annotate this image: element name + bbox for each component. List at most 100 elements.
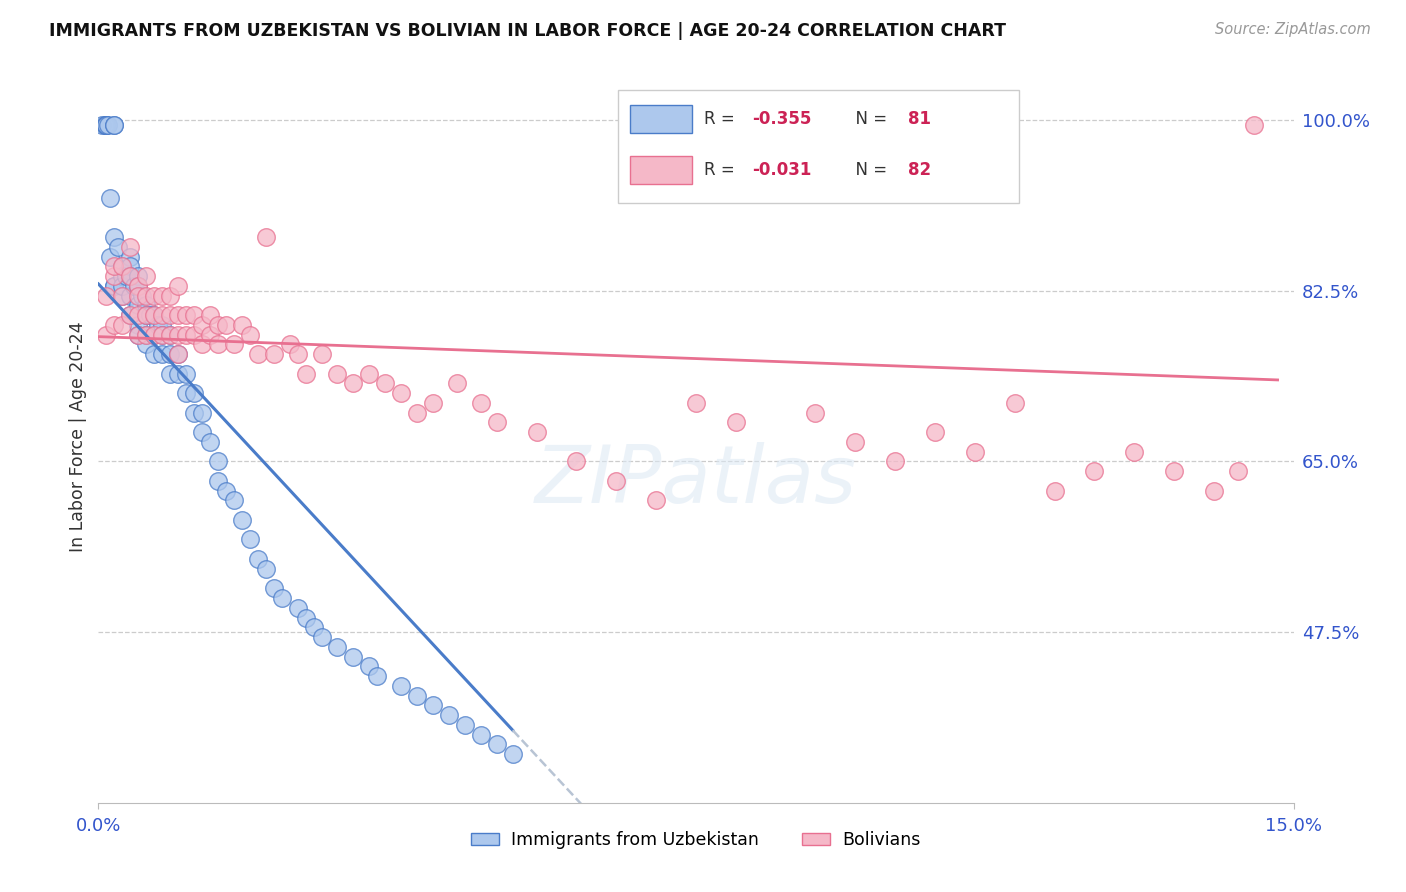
- Text: R =: R =: [704, 161, 741, 179]
- Point: [127, 318, 149, 332]
- Point: [135, 308, 157, 322]
- Point: [111, 288, 134, 302]
- Point: [685, 396, 707, 410]
- Point: [270, 591, 292, 605]
- Point: [143, 308, 166, 322]
- Point: [1226, 464, 1249, 478]
- Point: [246, 552, 269, 566]
- Point: [884, 454, 907, 468]
- Point: [103, 230, 125, 244]
- Point: [302, 620, 325, 634]
- Point: [174, 308, 197, 322]
- Point: [135, 337, 157, 351]
- Point: [103, 279, 125, 293]
- Point: [526, 425, 548, 440]
- Y-axis label: In Labor Force | Age 20-24: In Labor Force | Age 20-24: [69, 322, 87, 552]
- Text: Source: ZipAtlas.com: Source: ZipAtlas.com: [1215, 22, 1371, 37]
- Point: [207, 337, 229, 351]
- Point: [374, 376, 396, 391]
- Point: [111, 269, 134, 284]
- Point: [120, 250, 142, 264]
- Point: [111, 260, 134, 274]
- Point: [198, 434, 221, 449]
- Point: [150, 308, 173, 322]
- Point: [143, 327, 166, 342]
- Point: [485, 416, 508, 430]
- Point: [724, 416, 747, 430]
- Point: [174, 327, 197, 342]
- Point: [127, 279, 149, 293]
- Point: [120, 269, 142, 284]
- Point: [359, 659, 381, 673]
- Point: [287, 600, 309, 615]
- Point: [150, 288, 173, 302]
- Point: [120, 240, 142, 254]
- Point: [120, 269, 142, 284]
- Point: [278, 337, 301, 351]
- Point: [254, 230, 277, 244]
- Point: [215, 318, 238, 332]
- Point: [96, 288, 118, 302]
- Point: [311, 347, 333, 361]
- Point: [159, 367, 181, 381]
- Point: [1243, 118, 1265, 132]
- Point: [446, 376, 468, 391]
- Point: [174, 386, 197, 401]
- Point: [167, 308, 190, 322]
- FancyBboxPatch shape: [630, 105, 692, 133]
- Point: [924, 425, 946, 440]
- Point: [207, 474, 229, 488]
- Point: [115, 269, 138, 284]
- Point: [124, 279, 146, 293]
- Point: [167, 327, 190, 342]
- Point: [191, 337, 214, 351]
- Point: [485, 737, 508, 751]
- Point: [127, 327, 149, 342]
- Point: [422, 396, 444, 410]
- Point: [103, 269, 125, 284]
- Point: [222, 337, 245, 351]
- Point: [231, 513, 253, 527]
- Point: [263, 347, 285, 361]
- Point: [103, 260, 125, 274]
- Point: [127, 327, 149, 342]
- Point: [389, 679, 412, 693]
- Text: ZIPatlas: ZIPatlas: [534, 442, 858, 520]
- Point: [1043, 483, 1066, 498]
- Point: [963, 444, 986, 458]
- Text: N =: N =: [845, 161, 893, 179]
- Point: [406, 689, 429, 703]
- Point: [111, 279, 134, 293]
- Point: [198, 308, 221, 322]
- Point: [120, 260, 142, 274]
- Point: [150, 318, 173, 332]
- Point: [96, 118, 118, 132]
- Point: [1123, 444, 1146, 458]
- Point: [98, 250, 122, 264]
- Point: [645, 493, 668, 508]
- Point: [148, 318, 170, 332]
- Point: [127, 298, 149, 312]
- Point: [470, 396, 492, 410]
- Text: -0.355: -0.355: [752, 110, 811, 128]
- Point: [254, 562, 277, 576]
- Point: [143, 327, 166, 342]
- Point: [1163, 464, 1185, 478]
- Point: [150, 347, 173, 361]
- Point: [96, 327, 118, 342]
- Point: [91, 118, 114, 132]
- Point: [150, 327, 173, 342]
- Point: [107, 240, 129, 254]
- Point: [127, 308, 149, 322]
- Point: [183, 406, 205, 420]
- Point: [198, 327, 221, 342]
- FancyBboxPatch shape: [630, 156, 692, 184]
- Point: [167, 279, 190, 293]
- Point: [94, 118, 117, 132]
- Point: [97, 118, 120, 132]
- FancyBboxPatch shape: [619, 90, 1019, 203]
- Point: [263, 581, 285, 595]
- Point: [359, 367, 381, 381]
- Point: [191, 406, 214, 420]
- Legend: Immigrants from Uzbekistan, Bolivians: Immigrants from Uzbekistan, Bolivians: [464, 824, 928, 856]
